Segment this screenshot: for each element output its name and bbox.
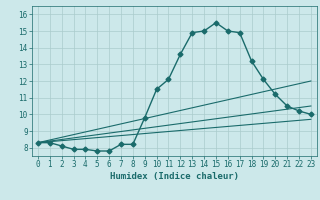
X-axis label: Humidex (Indice chaleur): Humidex (Indice chaleur)	[110, 172, 239, 181]
